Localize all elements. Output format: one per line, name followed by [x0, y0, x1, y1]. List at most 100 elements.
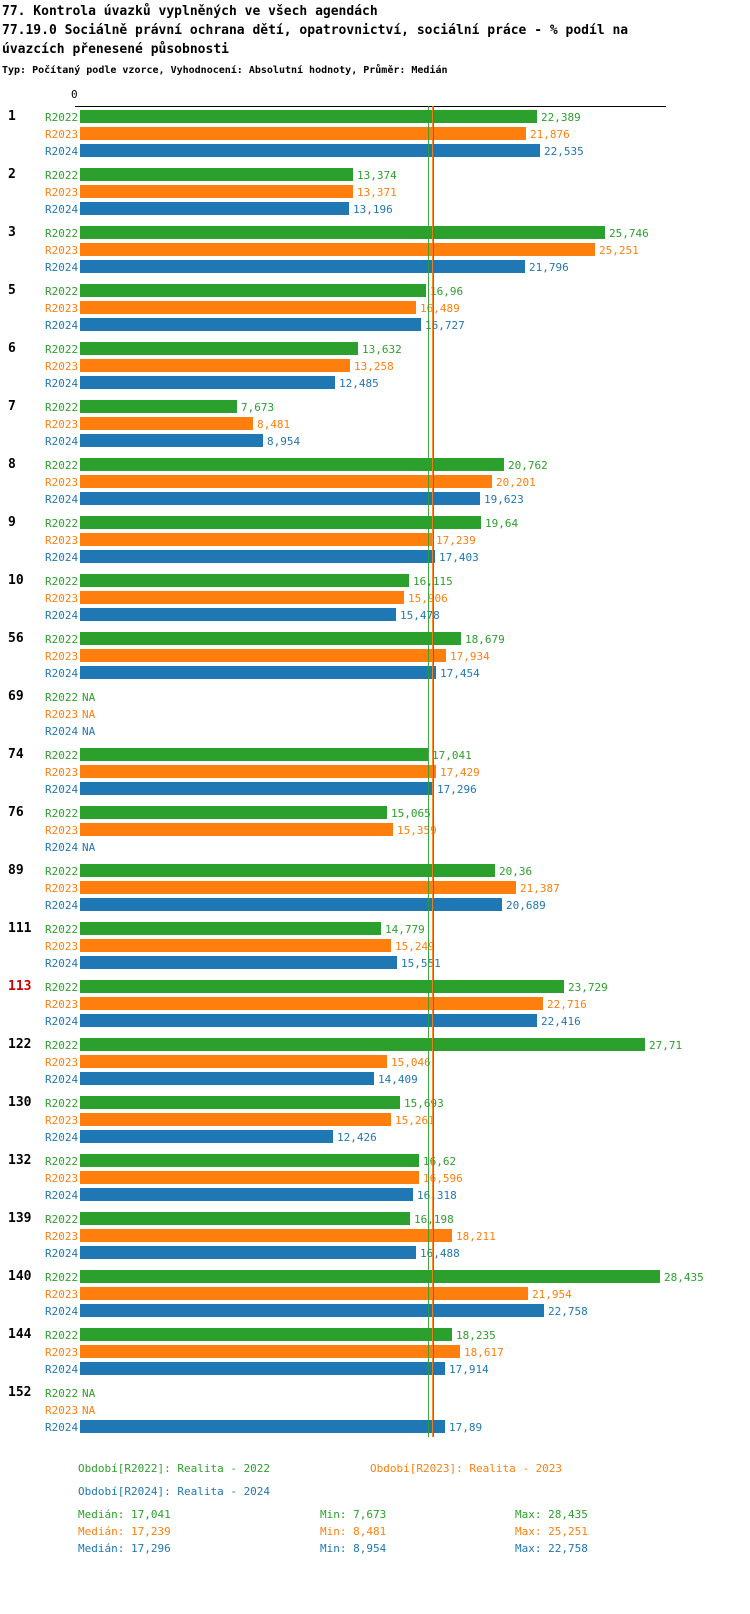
bar-r2024	[80, 898, 502, 911]
bar-r2024	[80, 782, 433, 795]
bar-r2022	[80, 400, 237, 413]
group-label: 74	[8, 747, 24, 762]
series-label-r2022: R2022	[45, 227, 79, 240]
bar-r2024	[80, 1304, 544, 1317]
series-label-r2024: R2024	[45, 1015, 79, 1028]
series-label-r2022: R2022	[45, 169, 79, 182]
bar-value-label: 17,89	[449, 1421, 483, 1434]
series-label-r2023: R2023	[45, 418, 79, 431]
bar-value-label: 17,041	[432, 749, 472, 762]
series-label-r2022: R2022	[45, 807, 79, 820]
series-label-r2024: R2024	[45, 841, 79, 854]
series-label-r2023: R2023	[45, 824, 79, 837]
series-label-r2023: R2023	[45, 766, 79, 779]
bar-value-label: 21,387	[520, 882, 560, 895]
bar-value-label: 8,954	[267, 435, 301, 448]
report-subtitle: Typ: Počítaný podle vzorce, Vyhodnocení:…	[2, 65, 448, 76]
bar-value-label: 22,716	[547, 998, 587, 1011]
bar-r2022	[80, 458, 504, 471]
median-stat-r2022: Medián: 17,041	[78, 1508, 171, 1521]
series-label-r2023: R2023	[45, 302, 79, 315]
bar-r2024	[80, 1072, 374, 1085]
bar-value-label: 21,876	[530, 128, 570, 141]
na-label: NA	[82, 1387, 96, 1400]
bar-r2024	[80, 1362, 445, 1375]
bar-r2024	[80, 1420, 445, 1433]
bar-r2024	[80, 202, 349, 215]
bar-r2023	[80, 359, 350, 372]
series-label-r2022: R2022	[45, 1039, 79, 1052]
bar-value-label: 13,196	[353, 203, 393, 216]
bar-value-label: 20,689	[506, 899, 546, 912]
report-title-line1: 77. Kontrola úvazků vyplněných ve všech …	[2, 4, 378, 19]
bar-r2024	[80, 434, 263, 447]
series-label-r2023: R2023	[45, 534, 79, 547]
series-label-r2023: R2023	[45, 940, 79, 953]
series-label-r2024: R2024	[45, 783, 79, 796]
bar-r2023	[80, 591, 404, 604]
bar-value-label: 21,796	[529, 261, 569, 274]
bar-r2022	[80, 1154, 419, 1167]
series-label-r2023: R2023	[45, 1056, 79, 1069]
bar-value-label: 15,261	[395, 1114, 435, 1127]
series-label-r2023: R2023	[45, 1230, 79, 1243]
bar-r2024	[80, 318, 421, 331]
series-label-r2022: R2022	[45, 865, 79, 878]
series-label-r2022: R2022	[45, 111, 79, 124]
series-label-r2023: R2023	[45, 1346, 79, 1359]
series-label-r2023: R2023	[45, 1114, 79, 1127]
bar-value-label: 18,679	[465, 633, 505, 646]
bar-r2024	[80, 666, 436, 679]
bar-value-label: 15,046	[391, 1056, 431, 1069]
plot-area: 1 R2022 22,389 R2023 21,876 R2024 22,535 2 R2022…	[0, 109, 750, 1436]
group-label: 111	[8, 921, 32, 936]
bar-r2022	[80, 1212, 410, 1225]
series-label-r2022: R2022	[45, 1155, 79, 1168]
bar-value-label: 13,371	[357, 186, 397, 199]
bar-value-label: 8,481	[257, 418, 291, 431]
bar-r2024	[80, 1130, 333, 1143]
bar-r2022	[80, 110, 537, 123]
group-label: 76	[8, 805, 24, 820]
group-label: 139	[8, 1211, 32, 1226]
series-label-r2024: R2024	[45, 1073, 79, 1086]
bar-value-label: 25,746	[609, 227, 649, 240]
series-label-r2024: R2024	[45, 261, 79, 274]
bar-r2023	[80, 1171, 419, 1184]
series-label-r2022: R2022	[45, 401, 79, 414]
legend-item-r2023: Období[R2023]: Realita - 2023	[370, 1462, 563, 1475]
bar-r2022	[80, 284, 426, 297]
series-label-r2023: R2023	[45, 882, 79, 895]
bar-r2023	[80, 881, 516, 894]
bar-value-label: 17,454	[440, 667, 480, 680]
series-label-r2023: R2023	[45, 186, 79, 199]
bar-value-label: 15,249	[395, 940, 435, 953]
series-label-r2023: R2023	[45, 998, 79, 1011]
series-label-r2022: R2022	[45, 633, 79, 646]
bar-r2023	[80, 475, 492, 488]
bar-value-label: 14,779	[385, 923, 425, 936]
bar-r2023	[80, 533, 432, 546]
series-label-r2024: R2024	[45, 1363, 79, 1376]
report-title-line3: úvazcích přenesené působnosti	[2, 42, 229, 57]
bar-value-label: 16,96	[430, 285, 464, 298]
series-label-r2022: R2022	[45, 981, 79, 994]
bar-r2024	[80, 1188, 413, 1201]
series-label-r2023: R2023	[45, 360, 79, 373]
series-label-r2022: R2022	[45, 749, 79, 762]
bar-value-label: 22,535	[544, 145, 584, 158]
series-label-r2024: R2024	[45, 1247, 79, 1260]
series-label-r2023: R2023	[45, 128, 79, 141]
series-label-r2024: R2024	[45, 609, 79, 622]
bar-value-label: 15,478	[400, 609, 440, 622]
bar-r2023	[80, 1287, 528, 1300]
min-stat-r2023: Min: 8,481	[320, 1525, 387, 1538]
bar-r2024	[80, 1014, 537, 1027]
group-label: 122	[8, 1037, 32, 1052]
bar-r2024	[80, 492, 480, 505]
na-label: NA	[82, 691, 96, 704]
series-label-r2022: R2022	[45, 1213, 79, 1226]
series-label-r2023: R2023	[45, 244, 79, 257]
bar-value-label: 18,235	[456, 1329, 496, 1342]
bar-value-label: 20,762	[508, 459, 548, 472]
